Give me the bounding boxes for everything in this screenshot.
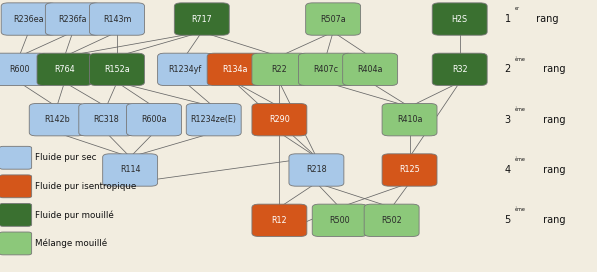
FancyBboxPatch shape (37, 53, 92, 85)
FancyBboxPatch shape (252, 204, 307, 236)
Text: R114: R114 (120, 165, 140, 175)
FancyBboxPatch shape (252, 103, 307, 136)
Text: R764: R764 (54, 65, 75, 74)
FancyBboxPatch shape (432, 53, 487, 85)
Text: R717: R717 (192, 14, 212, 24)
Text: ème: ème (515, 57, 526, 61)
FancyBboxPatch shape (158, 53, 213, 85)
FancyBboxPatch shape (0, 232, 32, 255)
FancyBboxPatch shape (289, 154, 344, 186)
Text: R152a: R152a (104, 65, 130, 74)
FancyBboxPatch shape (252, 53, 307, 85)
Text: R1234yf: R1234yf (168, 65, 202, 74)
FancyBboxPatch shape (306, 3, 361, 35)
Text: R32: R32 (452, 65, 467, 74)
Text: 2: 2 (504, 64, 510, 74)
Text: rang: rang (533, 14, 558, 24)
FancyBboxPatch shape (90, 53, 144, 85)
Text: R407c: R407c (313, 65, 338, 74)
Text: RC318: RC318 (93, 115, 119, 124)
Text: R404a: R404a (358, 65, 383, 74)
FancyBboxPatch shape (382, 154, 437, 186)
FancyBboxPatch shape (0, 53, 47, 85)
Text: Fluide pur isentropique: Fluide pur isentropique (35, 182, 137, 191)
Text: R1234ze(E): R1234ze(E) (190, 115, 237, 124)
Text: rang: rang (540, 115, 565, 125)
FancyBboxPatch shape (312, 204, 367, 236)
Text: R22: R22 (272, 65, 287, 74)
FancyBboxPatch shape (298, 53, 353, 85)
Text: ème: ème (515, 208, 526, 212)
Text: 5: 5 (504, 215, 510, 225)
Text: er: er (515, 6, 521, 11)
Text: Fluide pur mouillé: Fluide pur mouillé (35, 210, 114, 220)
Text: R502: R502 (381, 216, 402, 225)
FancyBboxPatch shape (1, 3, 56, 35)
Text: R125: R125 (399, 165, 420, 175)
Text: 3: 3 (504, 115, 510, 125)
FancyBboxPatch shape (343, 53, 398, 85)
Text: R500: R500 (330, 216, 350, 225)
Text: 4: 4 (504, 165, 510, 175)
Text: R236fa: R236fa (59, 14, 87, 24)
FancyBboxPatch shape (103, 154, 158, 186)
FancyBboxPatch shape (174, 3, 229, 35)
Text: rang: rang (540, 165, 565, 175)
Text: R12: R12 (272, 216, 287, 225)
Text: Mélange mouillé: Mélange mouillé (35, 239, 107, 248)
Text: H2S: H2S (451, 14, 468, 24)
FancyBboxPatch shape (29, 103, 84, 136)
FancyBboxPatch shape (45, 3, 100, 35)
FancyBboxPatch shape (382, 103, 437, 136)
Text: ème: ème (515, 157, 526, 162)
Text: R218: R218 (306, 165, 327, 175)
FancyBboxPatch shape (0, 146, 32, 169)
Text: Fluide pur sec: Fluide pur sec (35, 153, 97, 162)
Text: R410a: R410a (397, 115, 422, 124)
FancyBboxPatch shape (432, 3, 487, 35)
Text: rang: rang (540, 64, 565, 74)
FancyBboxPatch shape (127, 103, 181, 136)
Text: R143m: R143m (103, 14, 131, 24)
FancyBboxPatch shape (364, 204, 419, 236)
Text: rang: rang (540, 215, 565, 225)
FancyBboxPatch shape (0, 175, 32, 198)
FancyBboxPatch shape (90, 3, 144, 35)
Text: R236ea: R236ea (13, 14, 44, 24)
FancyBboxPatch shape (186, 103, 241, 136)
Text: R134a: R134a (222, 65, 247, 74)
FancyBboxPatch shape (207, 53, 262, 85)
Text: R290: R290 (269, 115, 290, 124)
Text: R507a: R507a (320, 14, 346, 24)
Text: R600: R600 (9, 65, 29, 74)
Text: 1: 1 (504, 14, 510, 24)
FancyBboxPatch shape (0, 203, 32, 226)
Text: R142b: R142b (44, 115, 70, 124)
Text: ème: ème (515, 107, 526, 112)
Text: R600a: R600a (141, 115, 167, 124)
FancyBboxPatch shape (79, 103, 134, 136)
